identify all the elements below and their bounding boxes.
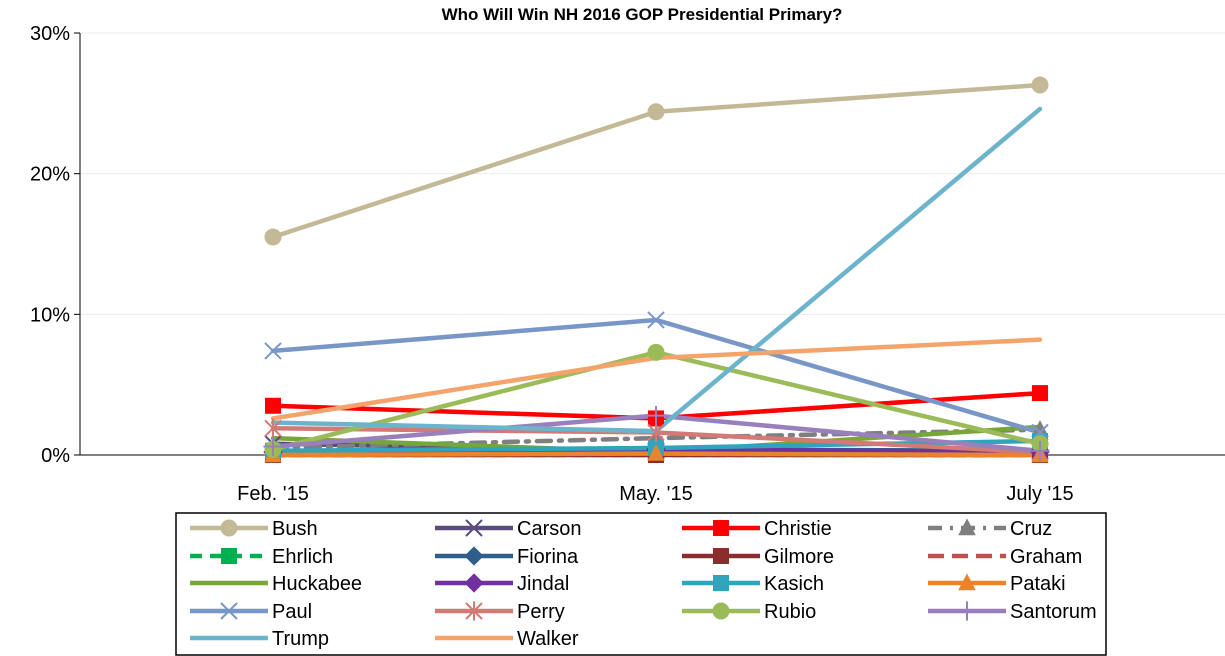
legend-label: Cruz: [1010, 518, 1052, 540]
legend-label: Carson: [517, 518, 581, 540]
legend-label: Santorum: [1010, 601, 1097, 623]
gridlines: [80, 32, 1225, 315]
y-tick-labels: 0% 10% 20% 30%: [30, 23, 70, 467]
legend-item-huckabee: Huckabee: [190, 573, 362, 595]
legend-marker: [220, 519, 238, 537]
legend-item-perry: Perry: [435, 601, 565, 623]
data-point-rubio: [647, 343, 665, 361]
legend-item-ehrlich: Ehrlich: [190, 546, 333, 568]
legend-item-cruz: Cruz: [928, 518, 1052, 540]
legend-label: Perry: [517, 601, 565, 623]
legend-label: Kasich: [764, 573, 824, 595]
legend-marker: [220, 602, 238, 620]
y-tick-label: 30%: [30, 23, 70, 45]
legend-item-santorum: Santorum: [928, 601, 1097, 623]
legend-item-bush: Bush: [190, 518, 318, 540]
legend-label: Ehrlich: [272, 546, 333, 568]
series-markers: [263, 76, 1050, 463]
legend-item-graham: Graham: [928, 546, 1082, 568]
legend-marker: [958, 518, 976, 536]
legend-marker: [221, 548, 237, 564]
y-tick-label: 0%: [41, 445, 70, 467]
legend-label: Fiorina: [517, 546, 579, 568]
data-point-santorum: [646, 406, 666, 426]
legend-item-walker: Walker: [435, 628, 579, 650]
data-point-perry: [264, 418, 282, 438]
legend-label: Walker: [517, 628, 579, 650]
series-lines: [270, 82, 1043, 458]
legend-label: Huckabee: [272, 573, 362, 595]
legend-marker: [713, 575, 729, 591]
legend-item-kasich: Kasich: [682, 573, 824, 595]
axes: [74, 32, 1225, 456]
x-tick-label: July '15: [1006, 483, 1073, 505]
legend-item-christie: Christie: [682, 518, 832, 540]
data-point-perry: [647, 422, 665, 443]
x-tick-label: May. '15: [619, 483, 692, 505]
legend-item-jindal: Jindal: [435, 573, 569, 595]
legend-marker: [464, 573, 484, 593]
legend-marker: [465, 519, 483, 537]
data-point-christie: [1032, 385, 1048, 402]
y-tick-label: 10%: [30, 304, 70, 326]
series-line-trump: [270, 106, 1043, 434]
data-point-cruz: [1031, 420, 1049, 437]
legend-label: Christie: [764, 518, 832, 540]
legend-marker: [958, 573, 976, 591]
legend-label: Jindal: [517, 573, 569, 595]
legend-marker: [465, 601, 483, 621]
data-point-bush: [264, 228, 282, 246]
legend-marker: [712, 602, 730, 620]
y-tick-label: 20%: [30, 164, 70, 186]
legend-marker: [464, 546, 484, 566]
x-tick-labels: Feb. '15 May. '15 July '15: [237, 483, 1073, 505]
legend-label: Pataki: [1010, 573, 1066, 595]
legend-marker: [713, 548, 729, 564]
chart-title: Who Will Win NH 2016 GOP Presidential Pr…: [442, 5, 843, 24]
legend-item-trump: Trump: [190, 628, 329, 650]
data-point-christie: [265, 397, 281, 414]
data-point-santorum: [263, 436, 283, 457]
legend-item-carson: Carson: [435, 518, 581, 540]
data-point-paul: [264, 342, 282, 360]
legend-label: Paul: [272, 601, 312, 623]
legend-marker: [957, 601, 977, 621]
data-point-bush: [1031, 76, 1049, 94]
legend-label: Trump: [272, 628, 329, 650]
x-tick-label: Feb. '15: [237, 483, 309, 505]
data-point-pataki: [647, 443, 665, 461]
legend-item-pataki: Pataki: [928, 573, 1066, 595]
data-point-bush: [647, 103, 665, 121]
legend-item-fiorina: Fiorina: [435, 546, 579, 568]
data-point-santorum: [1030, 441, 1050, 461]
legend-item-paul: Paul: [190, 601, 312, 623]
data-point-paul: [647, 311, 665, 329]
legend-label: Rubio: [764, 601, 816, 623]
legend-item-rubio: Rubio: [682, 601, 816, 623]
legend-item-gilmore: Gilmore: [682, 546, 834, 568]
legend-label: Graham: [1010, 546, 1082, 568]
legend-marker: [713, 520, 729, 536]
legend-label: Gilmore: [764, 546, 834, 568]
legend-label: Bush: [272, 518, 318, 540]
legend: Bush Carson Christie Cruz Ehrlich Fiorina Gilm…: [175, 512, 1107, 656]
